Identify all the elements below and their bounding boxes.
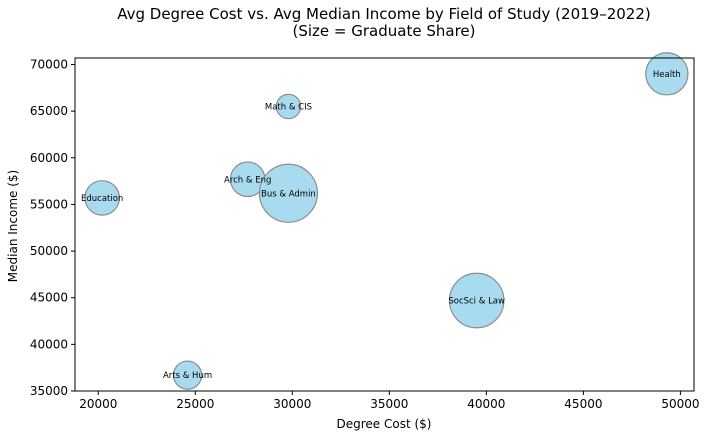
y-tick-label: 65000 xyxy=(30,104,68,118)
chart-subtitle: (Size = Graduate Share) xyxy=(293,22,476,40)
y-tick-label: 70000 xyxy=(30,58,68,72)
plot-frame xyxy=(74,57,695,392)
bubble-label: Health xyxy=(653,70,681,80)
bubble-label-layer: Health Math & CIS Arch & Eng Bus & Admin Edu… xyxy=(81,70,681,381)
x-tick-label: 50000 xyxy=(661,397,699,411)
bubble-label: Math & CIS xyxy=(265,103,312,113)
x-tick-label: 30000 xyxy=(273,397,311,411)
x-tick-label: 25000 xyxy=(176,397,214,411)
y-axis-label: Median Income ($) xyxy=(6,170,20,282)
bubble xyxy=(448,272,505,329)
bubble xyxy=(172,360,203,390)
bubble-label: SocSci & Law xyxy=(448,297,505,307)
bubble xyxy=(258,163,319,223)
y-tick-label: 60000 xyxy=(30,151,68,165)
y-tick-label: 40000 xyxy=(30,337,68,351)
y-axis: 35000 40000 45000 50000 55000 60000 65000 70000 xyxy=(30,58,75,398)
bubble xyxy=(275,93,302,120)
x-tick-label: 35000 xyxy=(370,397,408,411)
x-tick-label: 45000 xyxy=(564,397,602,411)
y-tick-label: 50000 xyxy=(30,244,68,258)
x-tick-label: 40000 xyxy=(467,397,505,411)
bubble-label: Bus & Admin xyxy=(261,189,316,199)
bubble xyxy=(84,180,120,216)
y-tick-label: 55000 xyxy=(30,197,68,211)
bubble xyxy=(645,52,689,96)
x-tick-label: 20000 xyxy=(79,397,117,411)
y-tick-label: 45000 xyxy=(30,291,68,305)
bubble-label: Education xyxy=(81,194,123,204)
x-axis: 20000 25000 30000 35000 40000 45000 50000 xyxy=(79,391,700,411)
bubble-layer xyxy=(84,52,689,390)
bubble-label: Arch & Eng xyxy=(224,175,271,185)
x-axis-label: Degree Cost ($) xyxy=(337,417,432,431)
bubble-label: Arts & Hum xyxy=(163,371,212,381)
chart-title: Avg Degree Cost vs. Avg Median Income by… xyxy=(117,5,651,23)
y-tick-label: 35000 xyxy=(30,384,68,398)
